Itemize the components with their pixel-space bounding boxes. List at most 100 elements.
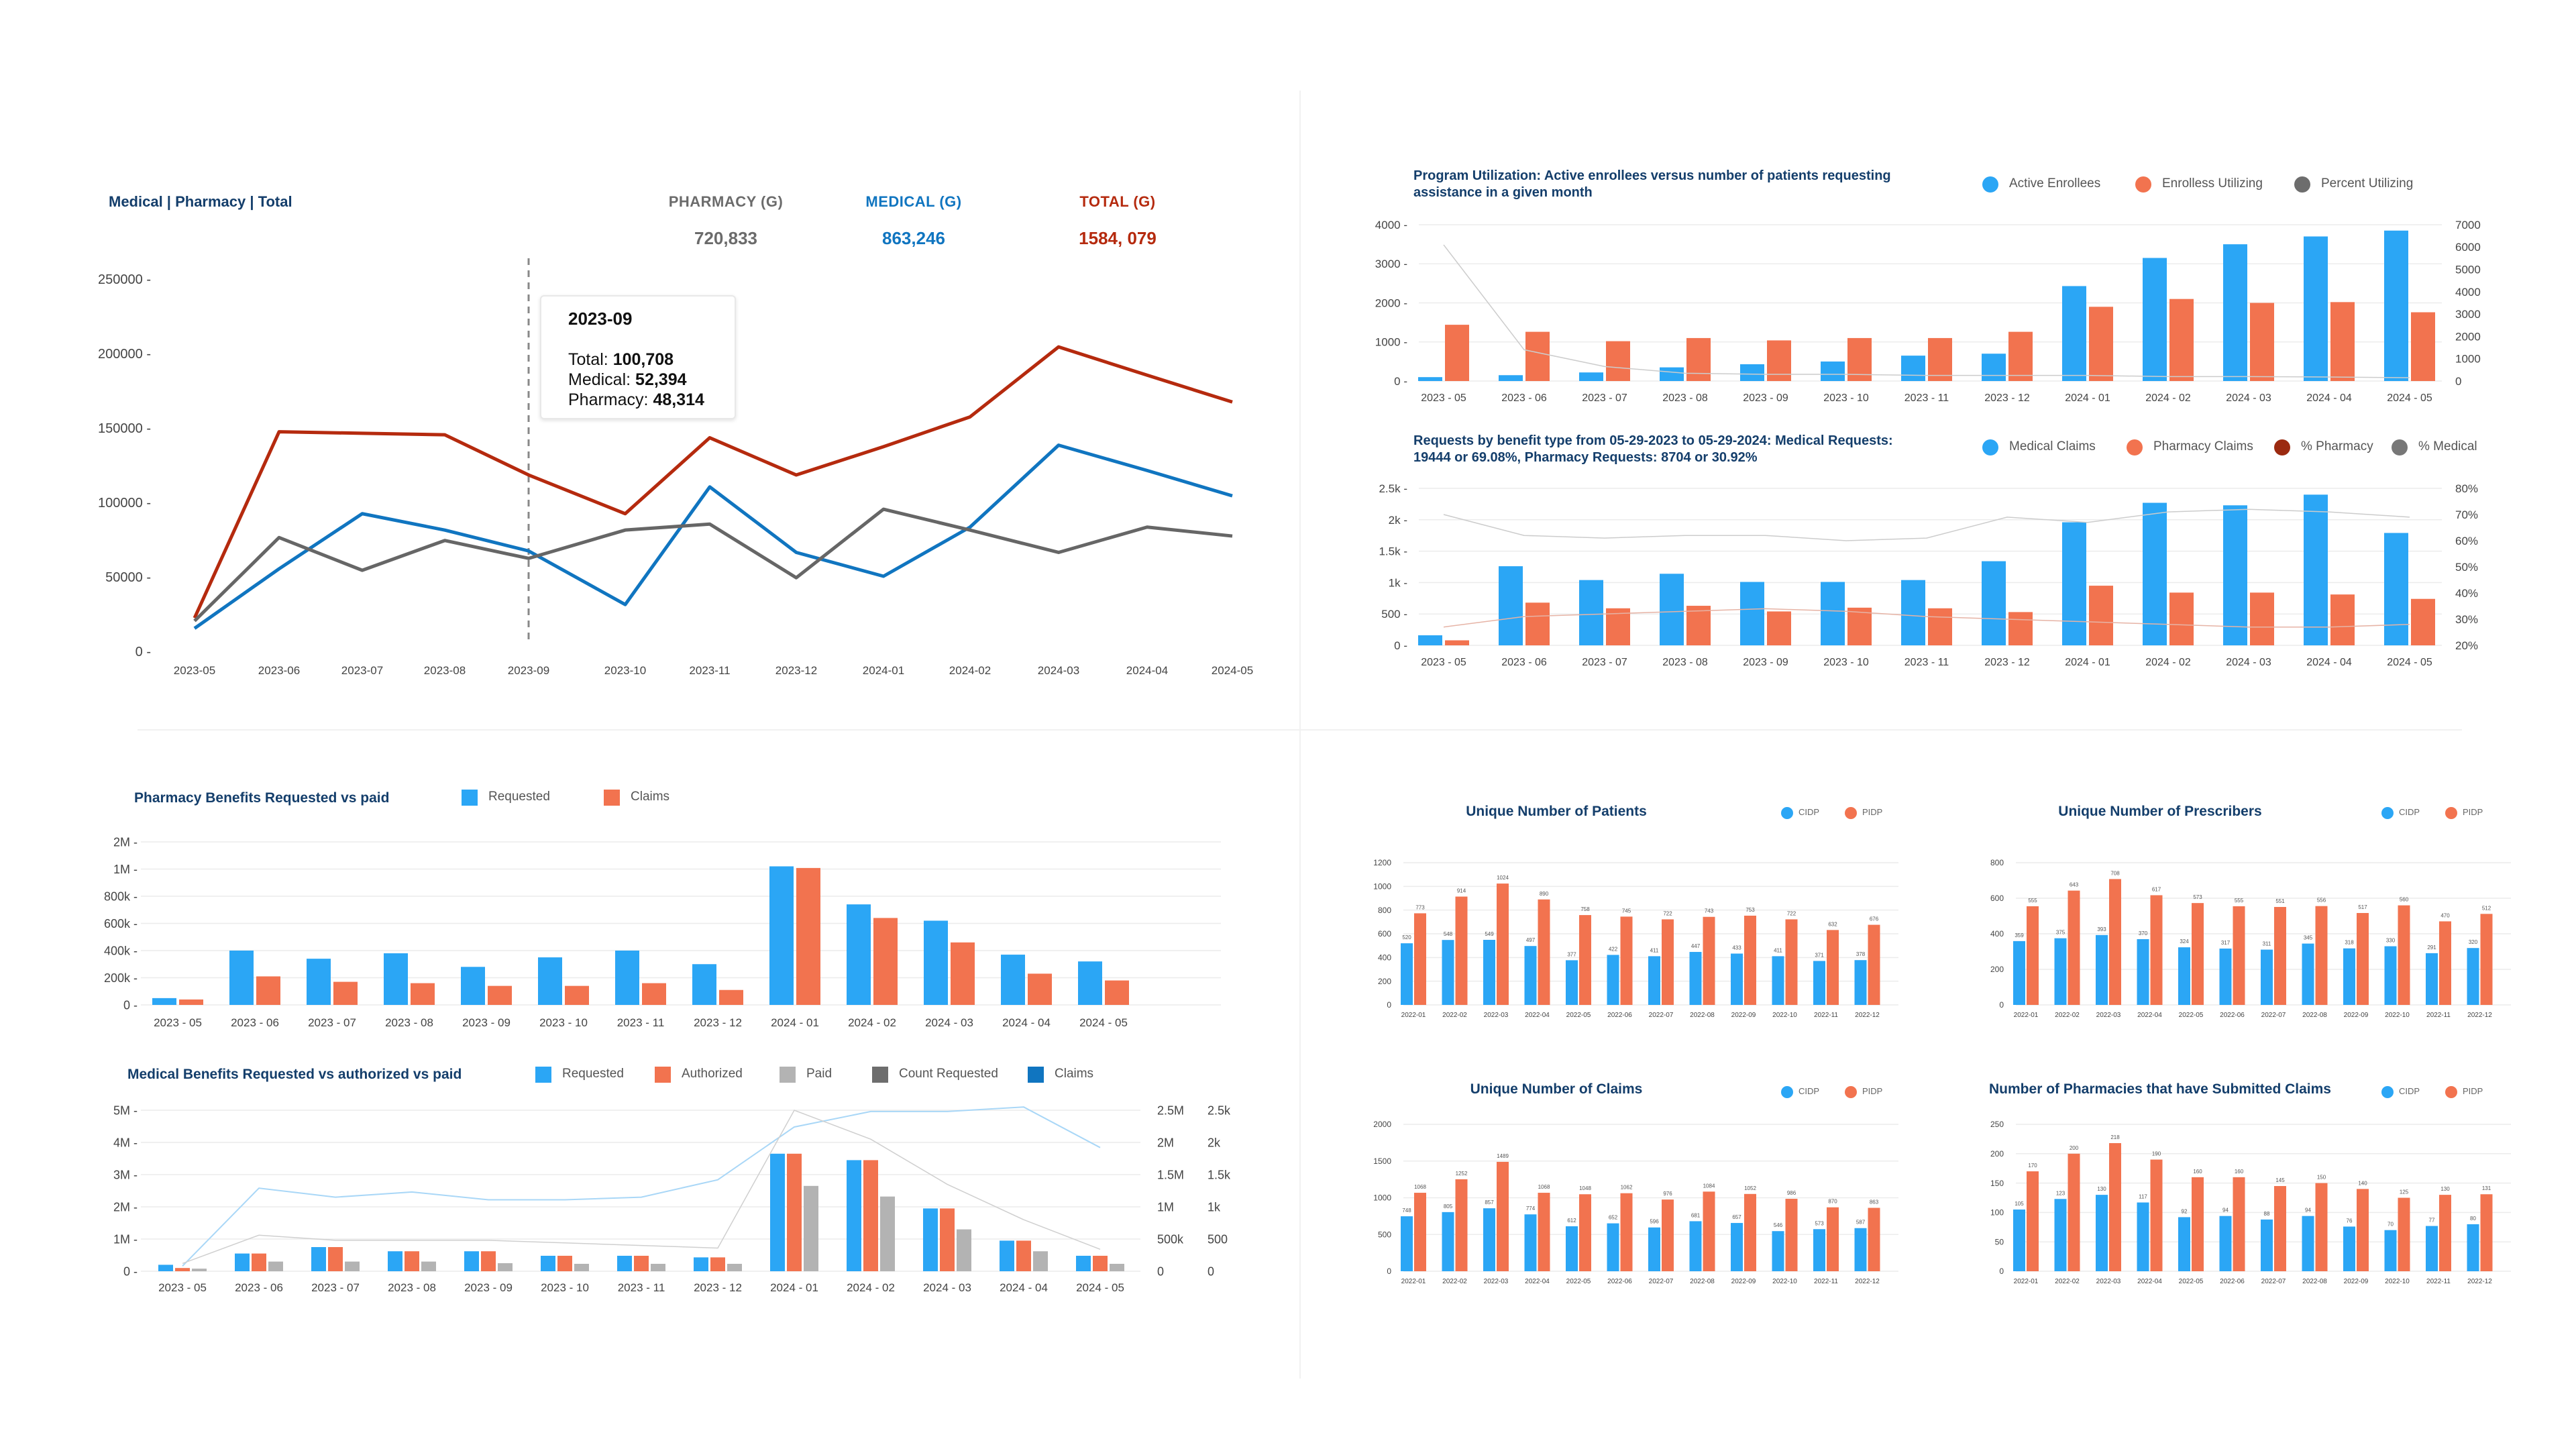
y-tick-label: 0 - xyxy=(123,1265,138,1278)
bar-cidp xyxy=(1442,940,1454,1005)
legend-label: PIDP xyxy=(2463,1086,2483,1096)
x-tick-label: 2022-01 xyxy=(2014,1012,2039,1019)
x-tick-label: 2023 - 12 xyxy=(1984,392,2030,404)
bar-enrolless-utilizing xyxy=(1445,325,1469,381)
tooltip-medical-value: 52,394 xyxy=(635,370,687,389)
x-tick-label: 2023 - 12 xyxy=(694,1281,742,1294)
legend-swatch xyxy=(1845,807,1857,819)
y-tick-label: 200 xyxy=(1990,965,2004,974)
y-tick-label: 2M - xyxy=(113,1200,138,1214)
x-tick-label: 2023 - 07 xyxy=(1582,657,1627,668)
tooltip-medical-row: Medical: 52,394 xyxy=(568,370,708,390)
bar-pidp xyxy=(2357,912,2369,1005)
legend-swatch xyxy=(1845,1086,1857,1098)
legend-swatch xyxy=(1781,807,1793,819)
data-label: 377 xyxy=(1567,951,1576,957)
y-tick-label: 1500 xyxy=(1373,1157,1391,1166)
legend-label: CIDP xyxy=(1799,807,1820,817)
bar-pidp xyxy=(2480,914,2493,1005)
y2-tick-label: 0 xyxy=(2455,375,2461,388)
bar-cidp xyxy=(2302,1216,2314,1271)
y-tick-label: 150000 - xyxy=(98,421,151,436)
data-label: 556 xyxy=(2317,898,2326,904)
bar-pidp xyxy=(1414,913,1426,1005)
y-tick-label: 800 xyxy=(1990,858,2004,867)
x-tick-label: 2023-10 xyxy=(604,664,646,677)
data-label: 976 xyxy=(1663,1191,1672,1197)
bar-authorized xyxy=(481,1251,496,1271)
x-tick-label: 2024-04 xyxy=(1126,664,1168,677)
bar-cidp xyxy=(2096,934,2108,1005)
bar-cidp xyxy=(1689,1221,1702,1271)
bar-cidp xyxy=(2261,949,2273,1005)
x-tick-label: 2023 - 06 xyxy=(235,1281,283,1294)
bar-enrolless-utilizing xyxy=(2250,303,2274,381)
x-tick-label: 2024-01 xyxy=(863,664,904,677)
data-label: 320 xyxy=(2469,939,2478,945)
data-label: 324 xyxy=(2180,938,2189,945)
bar-requested xyxy=(769,866,794,1005)
bar-requested xyxy=(307,959,331,1005)
bar-cidp xyxy=(1648,1227,1660,1271)
legend-label: CIDP xyxy=(1799,1086,1820,1096)
data-label: 773 xyxy=(1415,904,1425,910)
line-chart-title: Medical | Pharmacy | Total xyxy=(109,193,292,210)
x-tick-label: 2022-07 xyxy=(2261,1278,2286,1285)
y-tick-label: 150 xyxy=(1990,1179,2004,1188)
bar-enrolless-utilizing xyxy=(1847,337,1872,381)
bar-pidp xyxy=(2357,1189,2369,1271)
y-tick-label: 3000 - xyxy=(1375,258,1407,270)
data-label: 986 xyxy=(1787,1190,1796,1196)
data-label: 805 xyxy=(1444,1203,1453,1210)
y-tick-label: 1200 xyxy=(1373,858,1391,867)
bar-cidp xyxy=(2054,938,2067,1005)
x-tick-label: 2023 - 09 xyxy=(464,1281,513,1294)
bar-cidp xyxy=(2178,1217,2190,1271)
data-label: 145 xyxy=(2275,1177,2285,1183)
legend-swatch xyxy=(780,1067,796,1083)
x-tick-label: 2024 - 01 xyxy=(770,1281,818,1294)
x-tick-label: 2022-03 xyxy=(2096,1012,2121,1019)
x-tick-label: 2023-12 xyxy=(775,664,817,677)
bar-medical-claims xyxy=(1579,580,1603,645)
legend-swatch xyxy=(1781,1086,1793,1098)
x-tick-label: 2024 - 04 xyxy=(2306,392,2352,404)
data-label: 555 xyxy=(2235,898,2244,904)
bar-cidp xyxy=(1566,1226,1578,1271)
legend-swatch xyxy=(2445,1086,2457,1098)
y3-tick-label: 1.5k xyxy=(1208,1168,1231,1181)
bar-active-enrollees xyxy=(1982,354,2006,381)
bar-pharmacy-claims xyxy=(1525,602,1550,645)
bar-pharmacy-claims xyxy=(1928,608,1952,645)
y-tick-label: 200 xyxy=(1378,977,1391,986)
y-tick-label: 0 - xyxy=(136,645,151,659)
bar-medical-claims xyxy=(1740,582,1764,645)
bar-requested xyxy=(311,1247,326,1271)
y-tick-label: 800 xyxy=(1378,906,1391,915)
bar-requested xyxy=(538,957,562,1005)
unique-prescribers-title: Unique Number of Prescribers xyxy=(2058,804,2262,819)
data-label: 870 xyxy=(1828,1199,1837,1205)
bar-cidp xyxy=(2054,1199,2067,1271)
legend-swatch xyxy=(2445,807,2457,819)
bar-authorized xyxy=(1093,1255,1108,1271)
x-tick-label: 2022-12 xyxy=(2467,1012,2492,1019)
bar-pharmacy-claims xyxy=(2330,594,2355,645)
data-label: 190 xyxy=(2152,1151,2161,1157)
x-tick-label: 2023 - 08 xyxy=(1662,392,1708,404)
bar-requested xyxy=(692,964,716,1005)
bar-cidp xyxy=(1401,1216,1413,1271)
bar-claims xyxy=(333,981,358,1005)
bar-pidp xyxy=(2192,1177,2204,1271)
unique-patients-title: Unique Number of Patients xyxy=(1466,804,1647,819)
x-tick-label: 2023 - 11 xyxy=(617,1016,665,1029)
y-tick-label: 400k - xyxy=(104,944,138,957)
data-label: 652 xyxy=(1609,1215,1618,1221)
bar-cidp xyxy=(2302,943,2314,1005)
data-label: 422 xyxy=(1609,946,1618,952)
x-tick-label: 2023 - 06 xyxy=(231,1016,279,1029)
bar-authorized xyxy=(710,1257,725,1271)
legend-swatch xyxy=(2135,176,2151,193)
y2-tick-label: 80% xyxy=(2455,482,2478,495)
